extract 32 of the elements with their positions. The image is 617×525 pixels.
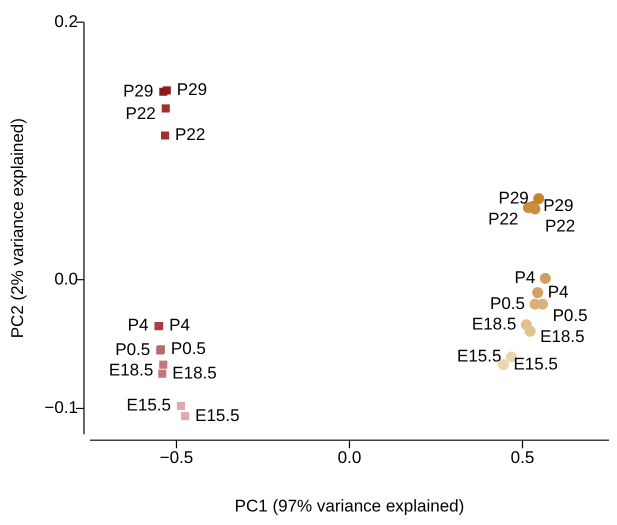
data-label: P29 (543, 196, 574, 215)
data-label: E15.5 (513, 354, 558, 374)
data-label: P0.5 (170, 338, 206, 358)
x-tick-label: 0.0 (338, 448, 362, 468)
x-tick-label: −0.5 (160, 448, 194, 468)
data-label: P4 (514, 268, 536, 288)
y-tick-label: 0.0 (54, 269, 78, 288)
data-label: P4 (128, 316, 148, 335)
data-label: P29 (176, 80, 208, 100)
y-axis-title: PC2 (2% variance explained) (8, 118, 27, 338)
data-label: E15.5 (195, 406, 240, 425)
data-label: P22 (125, 104, 156, 124)
data-label: P29 (123, 81, 154, 100)
x-tick-label: 0.5 (510, 448, 534, 468)
y-tick-label: 0.2 (54, 12, 78, 31)
data-label: E15.5 (126, 396, 171, 415)
data-label: P0.5 (552, 306, 588, 325)
data-label: P29 (498, 188, 529, 208)
data-label: E18.5 (172, 363, 217, 382)
data-label: E18.5 (540, 326, 585, 346)
data-label: E18.5 (108, 360, 154, 380)
x-axis-title: PC1 (97% variance explained) (234, 496, 464, 516)
data-label: P22 (544, 216, 576, 236)
data-label: P22 (175, 125, 206, 144)
data-label: P0.5 (490, 294, 525, 313)
data-label: E15.5 (456, 346, 502, 366)
data-label: P22 (488, 209, 518, 228)
data-label: P0.5 (115, 340, 150, 360)
data-label: P4 (169, 316, 190, 335)
data-label: P4 (548, 282, 569, 302)
data-label: E18.5 (472, 314, 516, 334)
y-tick-label: −0.1 (44, 398, 78, 418)
